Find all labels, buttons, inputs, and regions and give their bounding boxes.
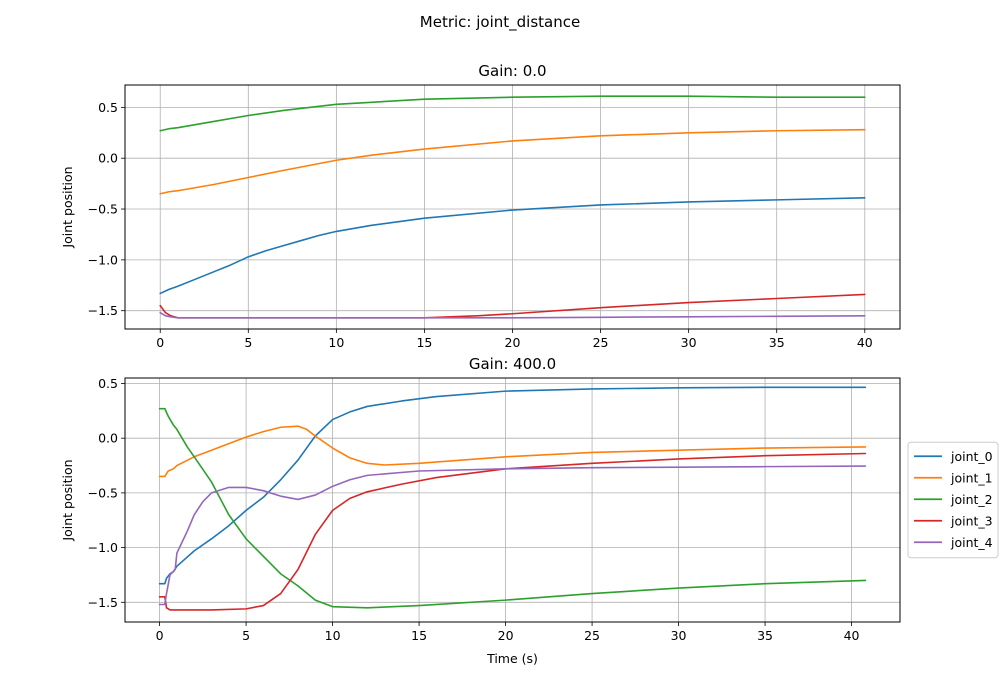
y-tick-label: 0.0 bbox=[98, 151, 118, 166]
legend-frame bbox=[907, 441, 999, 559]
x-tick-label: 10 bbox=[325, 628, 341, 643]
y-tick-label: 0.5 bbox=[98, 376, 118, 391]
x-tick-label: 10 bbox=[328, 335, 344, 350]
x-tick-label: 20 bbox=[498, 628, 514, 643]
legend-label-joint_1: joint_1 bbox=[950, 470, 993, 485]
x-tick-label: 35 bbox=[757, 628, 773, 643]
x-tick-label: 40 bbox=[844, 628, 860, 643]
series-line-joint_1 bbox=[158, 425, 867, 478]
y-tick-label: 0.0 bbox=[98, 431, 118, 446]
x-tick-label: 20 bbox=[505, 335, 521, 350]
x-axis-label: Time (s) bbox=[486, 651, 538, 666]
y-axis-label: Joint position bbox=[60, 459, 75, 541]
x-tick-label: 0 bbox=[156, 335, 164, 350]
chart-panel-gain-400: 0 5 10 15 20 25 30 35 40 −1.5 −1.0 −0.5 0.0 0.5 Gain: … bbox=[60, 355, 901, 666]
x-tick-label: 40 bbox=[857, 335, 873, 350]
series-line-joint_2 bbox=[159, 95, 866, 132]
chart-panel-gain-0: 0 5 10 15 20 25 30 35 40 −1.5 −1.0 −0.5 0.0 0.5 Gain: … bbox=[60, 62, 901, 350]
x-tick-label: 25 bbox=[593, 335, 609, 350]
y-tick-label: −1.5 bbox=[88, 595, 118, 610]
x-tick-label: 15 bbox=[411, 628, 427, 643]
y-axis-label: Joint position bbox=[60, 166, 75, 248]
chart-legend: joint_0 joint_1 joint_2 joint_3 joint_4 bbox=[907, 441, 999, 559]
legend-label-joint_0: joint_0 bbox=[950, 449, 993, 464]
legend-label-joint_2: joint_2 bbox=[950, 492, 993, 507]
series-line-joint_1 bbox=[159, 128, 866, 195]
y-tick-label: −1.5 bbox=[88, 303, 118, 318]
y-tick-label: −0.5 bbox=[88, 202, 118, 217]
series-line-joint_4 bbox=[158, 465, 867, 606]
figure-suptitle: Metric: joint_distance bbox=[420, 13, 580, 32]
panel-title: Gain: 400.0 bbox=[469, 355, 556, 373]
legend-label-joint_4: joint_4 bbox=[950, 535, 993, 550]
x-tick-label: 30 bbox=[671, 628, 687, 643]
x-tick-label: 0 bbox=[156, 628, 164, 643]
series-line-joint_0 bbox=[159, 197, 866, 295]
panel-title: Gain: 0.0 bbox=[478, 62, 546, 80]
x-tick-label: 30 bbox=[681, 335, 697, 350]
x-tick-label: 25 bbox=[584, 628, 600, 643]
y-tick-label: −1.0 bbox=[88, 540, 118, 555]
legend-label-joint_3: joint_3 bbox=[950, 513, 993, 528]
axes-frame bbox=[124, 377, 901, 623]
y-tick-label: 0.5 bbox=[98, 100, 118, 115]
x-tick-label: 15 bbox=[416, 335, 432, 350]
y-tick-label: −1.0 bbox=[88, 252, 118, 267]
x-tick-label: 5 bbox=[242, 628, 250, 643]
series-line-joint_2 bbox=[158, 407, 867, 609]
y-tick-label: −0.5 bbox=[88, 485, 118, 500]
x-tick-label: 5 bbox=[244, 335, 252, 350]
series-line-joint_4 bbox=[159, 311, 866, 319]
x-tick-label: 35 bbox=[769, 335, 785, 350]
series-line-joint_3 bbox=[158, 452, 867, 611]
